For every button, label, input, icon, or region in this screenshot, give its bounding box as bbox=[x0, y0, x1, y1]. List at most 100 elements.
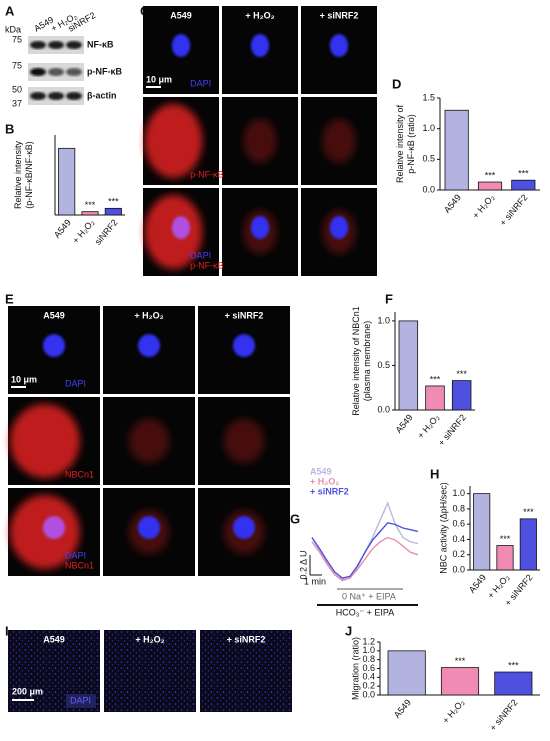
bar bbox=[387, 650, 426, 696]
y-tick-label: 0.8 bbox=[362, 654, 375, 664]
band bbox=[30, 92, 46, 100]
bar bbox=[511, 179, 536, 191]
bar bbox=[477, 181, 503, 191]
bar bbox=[519, 518, 537, 571]
annotation: HCO₃⁻ + EIPA bbox=[336, 607, 395, 617]
legend-entry: A549 bbox=[310, 466, 332, 476]
panel-letter: E bbox=[5, 291, 14, 306]
band bbox=[48, 92, 64, 100]
bar bbox=[444, 109, 469, 191]
y-tick-label: 1.0 bbox=[377, 315, 390, 325]
annotation: 0 Na⁺ + EIPA bbox=[342, 591, 396, 601]
y-axis-label: p-NF-κB (ratio) bbox=[406, 114, 416, 174]
x-tick-label: + H₂O₂ bbox=[416, 412, 442, 440]
stain-red bbox=[9, 404, 80, 478]
y-tick-label: 0.4 bbox=[452, 534, 465, 544]
panel-letter: I bbox=[5, 623, 9, 638]
stain-red bbox=[243, 119, 277, 163]
column-header: + H₂O₂ bbox=[245, 10, 274, 20]
band bbox=[30, 41, 46, 49]
nucleus bbox=[232, 334, 256, 358]
x-tick-label: A549 bbox=[52, 217, 73, 240]
y-tick-label: 1.0 bbox=[362, 645, 375, 655]
y-axis-label: Relative intensity bbox=[13, 140, 23, 209]
y-tick-label: 1.0 bbox=[452, 488, 465, 498]
column-header: + H₂O₂ bbox=[135, 634, 164, 644]
y-axis-label: Relative intensity of NBCn1 bbox=[351, 306, 361, 416]
y-tick-label: 1.0 bbox=[422, 123, 435, 133]
scale-x-label: 1 min bbox=[304, 576, 326, 586]
band-label: p-NF-κB bbox=[87, 66, 123, 76]
y-tick-label: 0.5 bbox=[422, 154, 435, 164]
kda-label: kDa bbox=[5, 24, 21, 34]
trace bbox=[311, 501, 419, 582]
scale-bar-label: 200 μm bbox=[12, 686, 43, 696]
column-header: + siNRF2 bbox=[225, 310, 264, 320]
significance: *** bbox=[108, 197, 119, 207]
y-tick-label: 0.8 bbox=[452, 503, 465, 513]
column-header: A549 bbox=[43, 634, 65, 644]
significance: *** bbox=[500, 534, 511, 544]
y-tick-label: 0.6 bbox=[362, 663, 375, 673]
bar bbox=[81, 211, 99, 216]
x-tick-label: A549 bbox=[442, 192, 463, 215]
stain-label: DAPI bbox=[190, 78, 211, 88]
legend-entry: + siNRF2 bbox=[310, 486, 349, 496]
panel-letter: A bbox=[5, 3, 15, 18]
significance: *** bbox=[430, 374, 441, 384]
trace bbox=[311, 522, 419, 579]
stain-red bbox=[144, 104, 203, 178]
scale-bar-label: 10 μm bbox=[146, 74, 172, 84]
band bbox=[66, 41, 82, 49]
y-tick-label: 0.0 bbox=[422, 184, 435, 194]
stain-label: NBCn1 bbox=[65, 469, 94, 479]
stain-label: NBCn1 bbox=[65, 560, 94, 570]
stain-label: DAPI bbox=[190, 250, 211, 260]
legend-entry: + H₂O₂ bbox=[310, 476, 339, 486]
x-tick-label: A549 bbox=[392, 697, 413, 720]
y-tick-label: 1.5 bbox=[422, 92, 435, 102]
x-tick-label: + siNRF2 bbox=[436, 412, 468, 447]
significance: *** bbox=[518, 169, 529, 179]
band bbox=[48, 41, 64, 49]
nucleus bbox=[250, 34, 270, 58]
x-tick-label: + H₂O₂ bbox=[471, 192, 497, 220]
micrograph bbox=[200, 630, 292, 712]
y-tick-label: 0.4 bbox=[362, 672, 375, 682]
y-tick-label: 0.0 bbox=[452, 564, 465, 574]
nucleus bbox=[250, 216, 270, 240]
nucleus bbox=[329, 34, 349, 58]
y-axis-label: (plasma membrane) bbox=[362, 321, 372, 402]
column-header: A549 bbox=[43, 310, 65, 320]
y-tick-label: 0.0 bbox=[362, 689, 375, 699]
nucleus bbox=[137, 516, 161, 540]
y-axis-label: NBC activity (ΔpH/sec) bbox=[438, 482, 448, 574]
band bbox=[66, 68, 82, 76]
bar bbox=[104, 207, 122, 216]
significance: *** bbox=[455, 656, 466, 666]
scale-bar-label: 10 μm bbox=[11, 374, 37, 384]
stain-label: p-NF-κB bbox=[190, 260, 224, 270]
stain-label: DAPI bbox=[70, 695, 91, 705]
y-axis-label: (p-NF-κB/NF-κB) bbox=[24, 141, 34, 209]
y-tick-label: 0.6 bbox=[452, 519, 465, 529]
stain-label: p-NF-κB bbox=[190, 169, 224, 179]
significance: *** bbox=[485, 170, 496, 180]
significance: *** bbox=[456, 369, 467, 379]
column-header: + H₂O₂ bbox=[134, 310, 163, 320]
trace bbox=[311, 536, 419, 581]
x-tick-label: + siNRF2 bbox=[488, 697, 520, 732]
x-tick-label: + siNRF2 bbox=[498, 192, 530, 227]
y-axis-label: Relative intensity of bbox=[395, 104, 405, 183]
nucleus bbox=[42, 334, 66, 358]
panel-letter: J bbox=[345, 623, 352, 638]
panel-letter: G bbox=[290, 511, 300, 526]
stain-label: DAPI bbox=[65, 550, 86, 560]
bar bbox=[496, 545, 514, 571]
bar bbox=[451, 380, 472, 411]
x-tick-label: A549 bbox=[467, 572, 488, 595]
y-tick-label: 1.2 bbox=[362, 636, 375, 646]
x-tick-label: A549 bbox=[394, 412, 415, 435]
panel-letter: D bbox=[392, 76, 401, 91]
significance: *** bbox=[508, 660, 519, 670]
